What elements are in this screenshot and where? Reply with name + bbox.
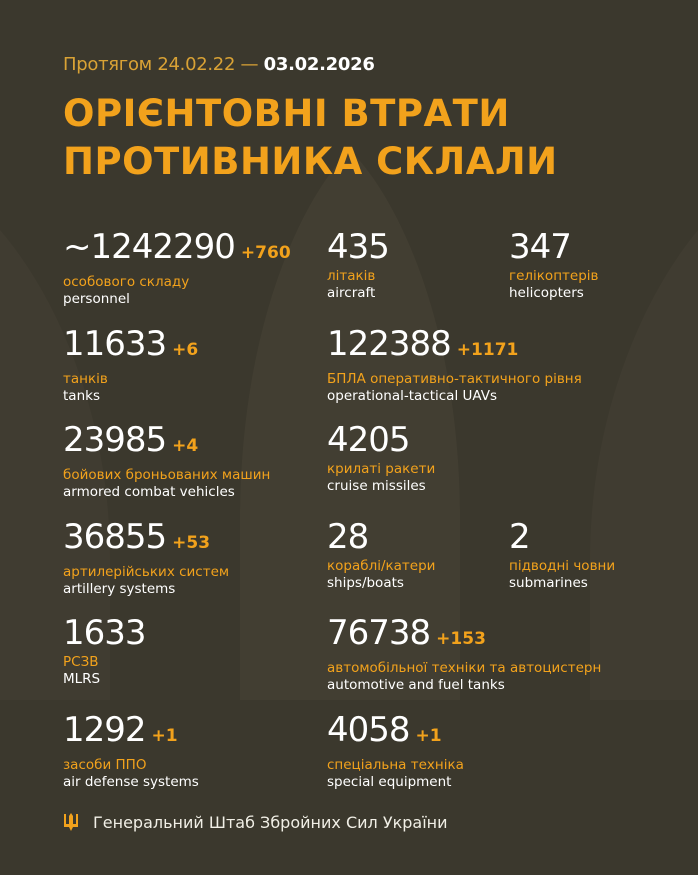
footer: Генеральний Штаб Збройних Сил України [63, 812, 448, 832]
stat-label-en: air defense systems [63, 774, 199, 790]
stat-delta: +153 [436, 629, 486, 649]
stat-label-ua: автомобільної техніки та автоцистерн [327, 660, 602, 676]
stat-label-en: aircraft [327, 285, 376, 301]
stat-value: 36855 +53 [63, 518, 229, 562]
value: 122388 [327, 324, 452, 364]
stat-label-en: ships/boats [327, 575, 404, 591]
stat-label-en: submarines [509, 575, 588, 591]
value: 23985 [63, 420, 167, 460]
stat-automotive: 76738 +153 автомобільної техніки та автоц… [327, 614, 601, 694]
stat-submarines: 2 підводні човни submarines [509, 518, 615, 592]
stat-value: 4058 +1 [327, 711, 464, 755]
stat-delta: +4 [172, 436, 199, 456]
stat-label-en: personnel [63, 291, 130, 307]
stat-tanks: 11633 +6 танків tanks [63, 325, 198, 405]
stat-label-en: artillery systems [63, 581, 176, 597]
stat-label-ua: бойових броньованих машин [63, 467, 271, 483]
stat-label-en: automotive and fuel tanks [327, 677, 505, 693]
value: 4058 [327, 710, 411, 750]
stat-label-ua: танків [63, 371, 108, 387]
stat-mlrs: 1633 РСЗВ MLRS [63, 613, 147, 688]
stat-delta: +760 [240, 243, 291, 263]
period: Протягом 24.02.22 — 03.02.2026 [63, 54, 375, 75]
stat-value: 23985 +4 [63, 421, 270, 465]
stat-value: 1633 [63, 613, 147, 653]
stat-label-en: helicopters [509, 285, 584, 301]
stat-value: 11633 +6 [63, 325, 198, 369]
value: 347 [509, 227, 572, 267]
stat-personnel: ~1242290 +760 особового складу personnel [63, 228, 291, 308]
stat-air-defense: 1292 +1 засоби ППО air defense systems [63, 711, 199, 791]
stat-label-ua: кораблі/катери [327, 558, 436, 574]
stat-value: ~1242290 +760 [63, 228, 291, 272]
stat-value: 28 [327, 518, 435, 556]
period-end: 03.02.2026 [263, 54, 375, 75]
stat-value: 2 [509, 518, 615, 556]
value: 1292 [63, 710, 147, 750]
stat-label-ua: особового складу [63, 274, 190, 290]
title-line-1: ОРІЄНТОВНІ ВТРАТИ [63, 92, 510, 135]
value: 76738 [327, 613, 431, 653]
page-title: ОРІЄНТОВНІ ВТРАТИ ПРОТИВНИКА СКЛАЛИ [63, 90, 558, 186]
stat-label-ua: БПЛА оперативно-тактичного рівня [327, 371, 582, 387]
stat-label-ua: спеціальна техніка [327, 757, 464, 773]
stat-armored-vehicles: 23985 +4 бойових броньованих машин armore… [63, 421, 270, 501]
stat-cruise-missiles: 4205 крилаті ракети cruise missiles [327, 421, 435, 495]
stat-delta: +1 [415, 726, 442, 746]
stat-delta: +53 [172, 533, 211, 553]
value: 435 [327, 227, 390, 267]
stat-label-ua: РСЗВ [63, 654, 99, 670]
stat-label-ua: гелікоптерів [509, 268, 599, 284]
value: 4205 [327, 420, 411, 460]
value: 1633 [63, 613, 147, 653]
stat-label-ua: артилерійських систем [63, 564, 230, 580]
stat-value: 4205 [327, 421, 435, 459]
stat-label-ua: підводні човни [509, 558, 616, 574]
value: 28 [327, 517, 369, 557]
stat-delta: +1 [151, 726, 178, 746]
stat-delta: +1171 [456, 340, 519, 360]
stat-label-en: armored combat vehicles [63, 484, 235, 500]
stat-label-en: operational-tactical UAVs [327, 388, 498, 404]
stat-helicopters: 347 гелікоптерів helicopters [509, 228, 598, 302]
value: 2 [509, 517, 531, 557]
stat-special-equipment: 4058 +1 спеціальна техніка special equipm… [327, 711, 464, 791]
stat-label-ua: крилаті ракети [327, 461, 436, 477]
stat-value: 1292 +1 [63, 711, 199, 755]
stat-value: 347 [509, 228, 598, 266]
title-line-2: ПРОТИВНИКА СКЛАЛИ [63, 140, 558, 183]
stat-aircraft: 435 літаків aircraft [327, 227, 390, 302]
stat-label-ua: літаків [327, 268, 376, 284]
stat-value: 435 [327, 227, 390, 267]
value: 36855 [63, 517, 167, 557]
value: 11633 [63, 324, 167, 364]
stat-ships: 28 кораблі/катери ships/boats [327, 518, 435, 592]
period-start: Протягом 24.02.22 — [63, 54, 259, 75]
stat-uavs: 122388 +1171 БПЛА оперативно-тактичного р… [327, 325, 582, 405]
stat-label-en: tanks [63, 388, 100, 404]
trident-icon [64, 813, 78, 831]
stat-artillery: 36855 +53 артилерійських систем artillery… [63, 518, 229, 598]
value: ~1242290 [63, 227, 236, 267]
stat-label-en: cruise missiles [327, 478, 426, 494]
stat-label-en: MLRS [63, 671, 101, 687]
stat-label-ua: засоби ППО [63, 757, 147, 773]
stat-delta: +6 [172, 340, 199, 360]
footer-text: Генеральний Штаб Збройних Сил України [93, 812, 448, 832]
stat-label-en: special equipment [327, 774, 452, 790]
stat-value: 76738 +153 [327, 614, 601, 658]
stat-value: 122388 +1171 [327, 325, 582, 369]
